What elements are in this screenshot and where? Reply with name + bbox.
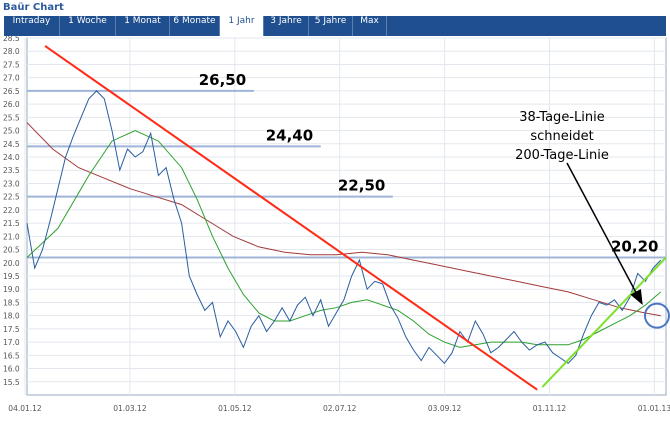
y-tick-label: 24.5 xyxy=(3,140,20,149)
series-group xyxy=(26,90,662,365)
tab-label: Max xyxy=(360,16,379,26)
x-tick-label: 03.09.12 xyxy=(428,404,462,413)
trend-lines xyxy=(44,45,667,391)
annotation-arrow xyxy=(566,162,643,305)
y-tick-label: 21.5 xyxy=(3,219,20,228)
tab-6-monate[interactable]: 6 Monate xyxy=(170,16,220,36)
y-tick-label: 27.0 xyxy=(3,74,20,83)
y-tick-label: 22.5 xyxy=(3,193,20,202)
tab-label: 1 Jahr xyxy=(228,16,255,26)
grid xyxy=(24,37,667,396)
y-tick-label: 23.5 xyxy=(3,166,20,175)
x-tick-label: 04.01.12 xyxy=(8,404,42,413)
tab-label: 1 Monat xyxy=(124,16,161,26)
y-tick-label: 17.5 xyxy=(3,325,20,334)
tab-1-woche[interactable]: 1 Woche xyxy=(60,16,116,36)
level-label: 20,20 xyxy=(611,237,658,255)
period-tab-bar: Intraday 1 Woche 1 Monat 6 Monate 1 Jahr… xyxy=(4,16,666,36)
y-tick-label: 28.0 xyxy=(3,47,20,56)
y-tick-label: 18.5 xyxy=(3,298,20,307)
tab-5-jahre[interactable]: 5 Jahre xyxy=(309,16,353,36)
y-tick-label: 26.5 xyxy=(3,87,20,96)
y-tick-label: 24.0 xyxy=(3,153,20,162)
y-tick-label: 16.5 xyxy=(3,351,20,360)
y-axis-ticks: 15.5 16.0 16.5 17.0 17.5 18.0 18.5 19.0 19.5 20.0… xyxy=(3,34,20,387)
tab-intraday[interactable]: Intraday xyxy=(4,16,60,36)
tab-label: Intraday xyxy=(12,16,51,26)
y-tick-label: 25.5 xyxy=(3,113,20,122)
tab-1-monat[interactable]: 1 Monat xyxy=(116,16,170,36)
annotation-group: 38-Tage-Linie schneidet 200-Tage-Linie xyxy=(515,110,670,329)
tab-label: 3 Jahre xyxy=(270,16,302,26)
annotation-circle xyxy=(643,302,670,329)
series-line-ma200 xyxy=(26,122,661,317)
tab-label: 5 Jahre xyxy=(314,16,347,26)
tab-3-jahre[interactable]: 3 Jahre xyxy=(264,16,309,36)
series-line-price xyxy=(26,90,662,365)
level-label: 22,50 xyxy=(338,177,385,195)
y-tick-label: 21.0 xyxy=(3,232,20,241)
y-tick-label: 17.0 xyxy=(3,338,20,347)
annotation-text-line: schneidet xyxy=(530,129,593,144)
y-tick-label: 26.0 xyxy=(3,100,20,109)
series-line-ma38 xyxy=(26,130,662,348)
y-tick-label: 19.0 xyxy=(3,285,20,294)
y-tick-label: 28.5 xyxy=(3,36,20,43)
annotation-text-line: 200-Tage-Linie xyxy=(515,148,609,163)
tab-label: 1 Woche xyxy=(68,16,107,26)
y-tick-label: 27.5 xyxy=(3,60,20,69)
x-axis-ticks: 04.01.12 01.03.12 01.05.12 02.07.12 03.09.12… xyxy=(8,404,670,413)
x-tick-label: 01.03.12 xyxy=(113,404,147,413)
x-tick-label: 01.01.13 xyxy=(638,404,670,413)
annotation-text-line: 38-Tage-Linie xyxy=(519,110,604,125)
plot-frame xyxy=(26,37,667,396)
y-tick-label: 18.0 xyxy=(3,312,20,321)
level-label: 26,50 xyxy=(199,71,246,89)
level-label: 24,40 xyxy=(266,126,313,144)
tab-label: 6 Monate xyxy=(173,16,216,26)
y-tick-label: 19.5 xyxy=(3,272,20,281)
y-tick-label: 23.0 xyxy=(3,179,20,188)
trend-line-downtrend xyxy=(44,45,538,391)
chart-svg: 26,50 24,40 22,50 20,20 15.5 16.0 16.5 17.0 17.… xyxy=(3,34,670,413)
chart-area: 26,50 24,40 22,50 20,20 15.5 16.0 16.5 17.0 17.… xyxy=(0,34,670,425)
tab-max[interactable]: Max xyxy=(353,16,387,36)
y-tick-label: 20.5 xyxy=(3,246,20,255)
y-tick-label: 16.0 xyxy=(3,365,20,374)
y-tick-label: 15.5 xyxy=(3,378,20,387)
tab-1-jahr[interactable]: 1 Jahr xyxy=(220,16,264,36)
y-tick-label: 25.0 xyxy=(3,127,20,136)
y-tick-label: 20.0 xyxy=(3,259,20,268)
x-tick-label: 01.05.12 xyxy=(218,404,252,413)
chart-title: Baür Chart xyxy=(3,2,64,13)
x-tick-label: 02.07.12 xyxy=(323,404,357,413)
trend-line-uptrend xyxy=(541,256,667,388)
x-tick-label: 01.11.12 xyxy=(533,404,567,413)
y-tick-label: 22.0 xyxy=(3,206,20,215)
